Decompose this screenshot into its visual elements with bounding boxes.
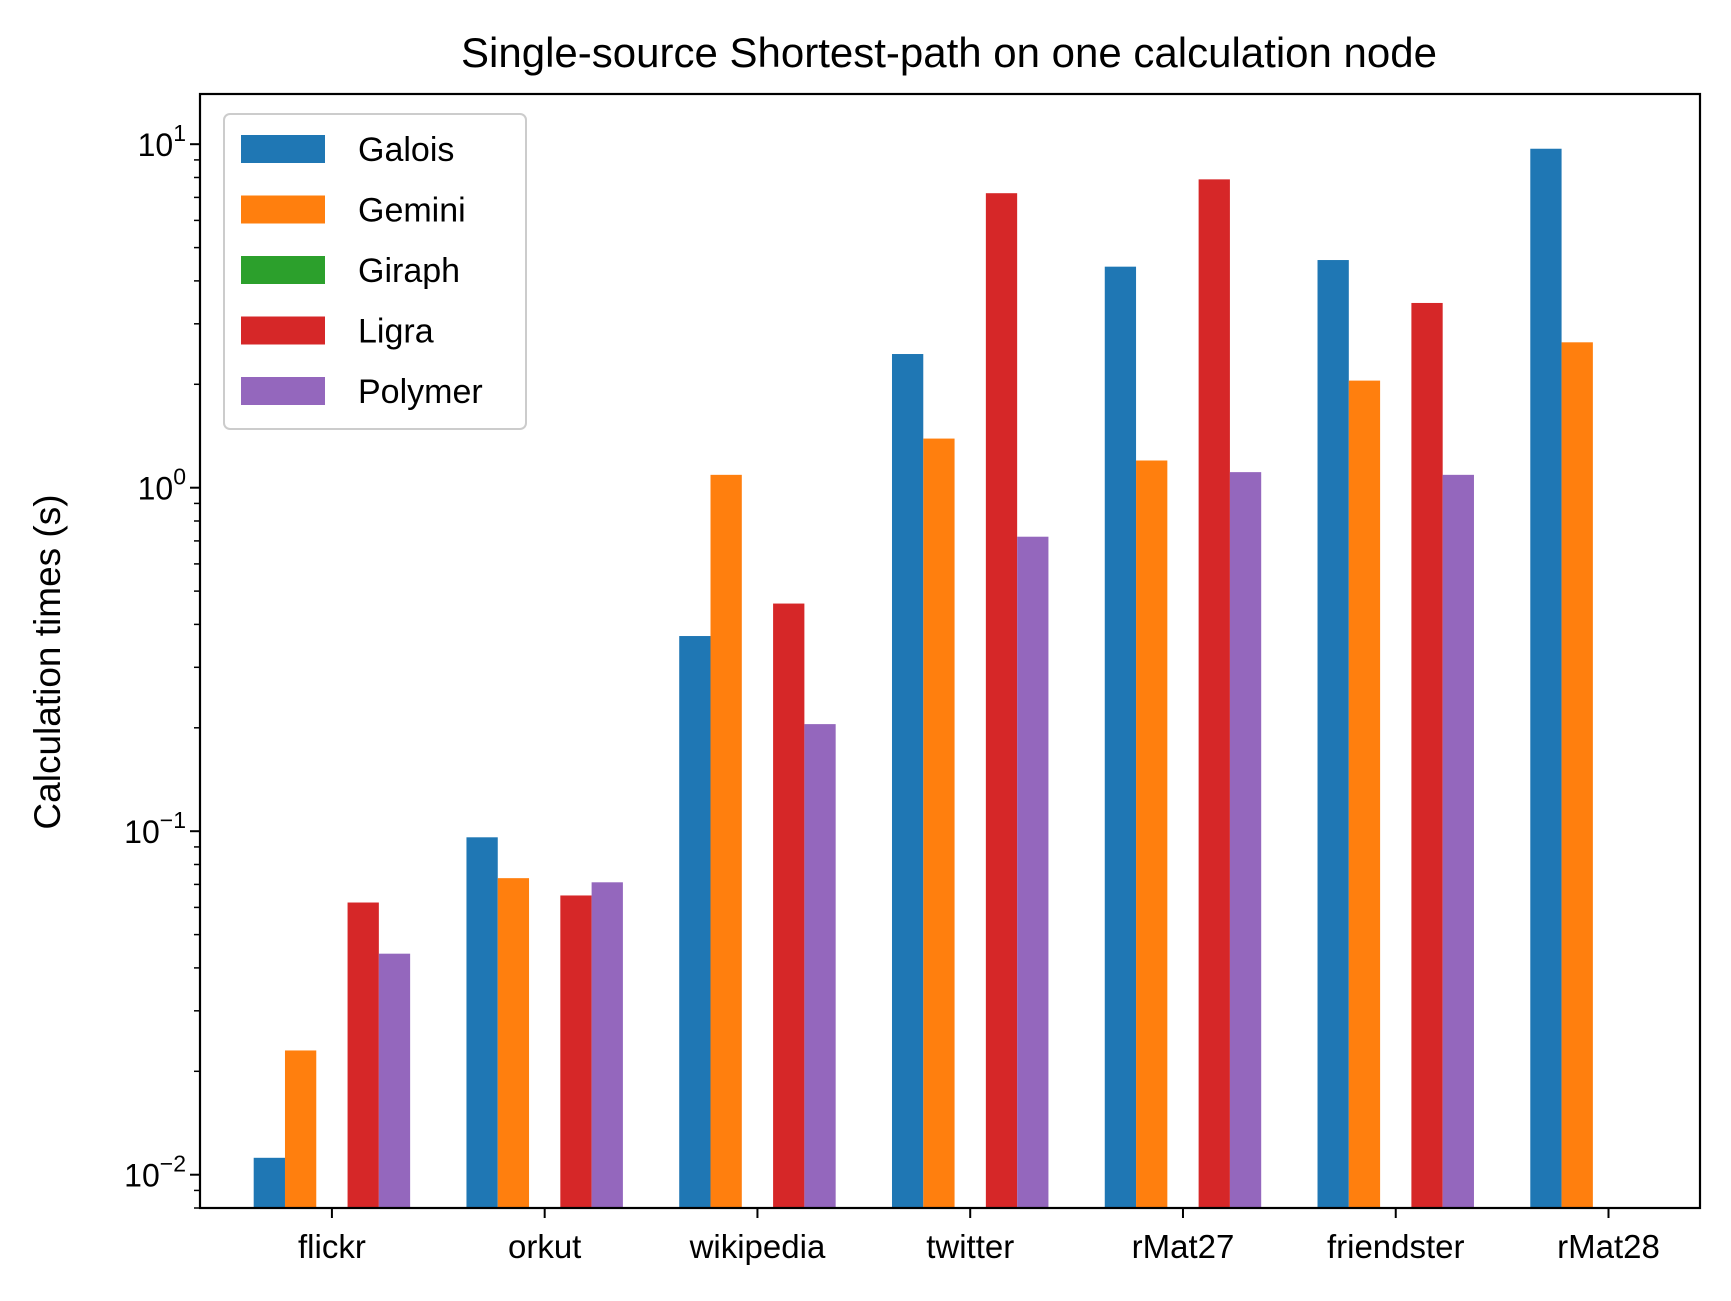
bar-gemini-twitter — [923, 438, 955, 1208]
bar-ligra-twitter — [985, 193, 1018, 1208]
bar-galois-orkut — [466, 837, 498, 1208]
bar-galois-friendster — [1317, 260, 1349, 1208]
y-axis-label: Calculation times (s) — [27, 494, 68, 829]
x-tick-label-rmat27: rMat27 — [1132, 1228, 1235, 1265]
legend-label-giraph: Giraph — [358, 252, 460, 290]
legend-label-polymer: Polymer — [358, 373, 483, 411]
x-tick-label-twitter: twitter — [926, 1228, 1014, 1265]
bar-gemini-rmat28 — [1561, 342, 1593, 1208]
bar-galois-rmat27 — [1104, 266, 1137, 1208]
legend-label-ligra: Ligra — [358, 313, 434, 351]
legend: Galois Gemini Giraph Ligra Polymer — [223, 113, 527, 430]
legend-swatch-giraph — [241, 256, 325, 284]
bars-layer — [253, 148, 1593, 1209]
bar-polymer-twitter — [1017, 536, 1049, 1208]
bar-polymer-friendster — [1442, 474, 1474, 1209]
bar-gemini-friendster — [1348, 380, 1381, 1208]
bar-gemini-wikipedia — [710, 474, 742, 1209]
bar-galois-flickr — [253, 1157, 285, 1208]
bar-gemini-flickr — [284, 1050, 317, 1208]
bar-ligra-orkut — [560, 895, 592, 1208]
bar-polymer-flickr — [378, 953, 411, 1208]
bar-polymer-rmat27 — [1229, 472, 1262, 1208]
bar-polymer-orkut — [591, 882, 623, 1208]
bar-polymer-wikipedia — [804, 724, 836, 1208]
bar-gemini-orkut — [497, 878, 530, 1208]
bar-galois-rmat28 — [1530, 148, 1562, 1209]
bar-galois-wikipedia — [679, 636, 711, 1208]
x-tick-label-rmat28: rMat28 — [1557, 1228, 1660, 1265]
y-tick-label: 101 — [138, 120, 186, 163]
y-tick-label: 100 — [138, 464, 186, 507]
x-tick-label-flickr: flickr — [298, 1228, 366, 1265]
legend-swatch-ligra — [241, 316, 325, 345]
legend-box — [223, 113, 527, 430]
x-tick-label-wikipedia: wikipedia — [689, 1228, 826, 1265]
bar-galois-twitter — [891, 354, 924, 1208]
bar-ligra-rmat27 — [1198, 179, 1230, 1209]
axes-layer: 10−2 10−1 100 101 flickr orkut wikipedia twitte… — [124, 92, 1702, 1265]
y-tick-label: 10−2 — [124, 1151, 186, 1194]
bar-ligra-wikipedia — [773, 603, 805, 1208]
legend-swatch-gemini — [241, 195, 325, 224]
bar-gemini-rmat27 — [1136, 460, 1168, 1208]
x-tick-label-orkut: orkut — [508, 1228, 581, 1265]
chart-title: Single-source Shortest-path on one calcu… — [461, 29, 1437, 76]
legend-label-gemini: Gemini — [358, 192, 466, 230]
y-tick-label: 10−1 — [124, 807, 186, 850]
bar-ligra-flickr — [347, 902, 379, 1208]
bar-ligra-friendster — [1411, 302, 1443, 1209]
legend-label-galois: Galois — [358, 131, 454, 169]
x-tick-label-friendster: friendster — [1327, 1228, 1465, 1265]
plot-frame — [198, 92, 1702, 1210]
legend-swatch-polymer — [241, 377, 325, 405]
legend-swatch-galois — [241, 135, 325, 163]
